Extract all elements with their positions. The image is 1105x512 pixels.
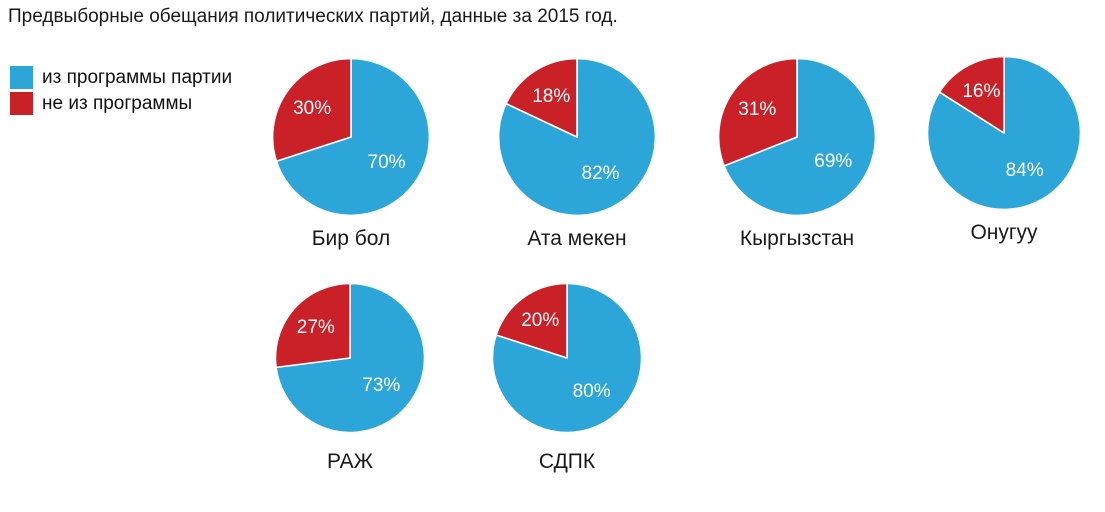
legend-item-program: из программы партии — [10, 66, 232, 89]
pie-title: Кыргызстан — [739, 227, 855, 250]
legend-swatch-program-icon — [10, 66, 33, 89]
pie-chart-1: 70% 30% Бир бол — [271, 57, 431, 251]
pie-value-not-program: 18% — [532, 85, 571, 107]
pie-chart-6: 80% 20% СДПК — [491, 282, 643, 474]
pie-value-program: 73% — [362, 374, 401, 396]
legend-label-not-program: не из программы — [42, 92, 193, 114]
chart-title: Предвыборные обещания политических парти… — [8, 6, 618, 27]
pie-title: СДПК — [538, 450, 596, 473]
pie: 82% 18% — [497, 57, 657, 217]
pie-value-not-program: 20% — [521, 310, 560, 332]
pie-chart-2: 82% 18% Ата мекен — [497, 57, 657, 251]
pie-value-not-program: 31% — [738, 98, 777, 120]
pie-slice-not-program — [938, 55, 1005, 134]
pie: 73% 27% — [274, 282, 426, 434]
pie-title: Бир бол — [311, 227, 391, 250]
pie-value-program: 84% — [1005, 159, 1044, 181]
pie-title: РАЖ — [327, 450, 373, 473]
pie-value-not-program: 27% — [296, 316, 335, 338]
legend-label-program: из программы партии — [42, 66, 233, 88]
pie-value-program: 70% — [367, 151, 406, 173]
pie-slice-program — [926, 55, 1082, 211]
pie-value-not-program: 30% — [293, 97, 332, 119]
pie: 84% 16% — [926, 55, 1082, 211]
pie-slice-program — [275, 57, 431, 217]
pie-value-program: 80% — [572, 380, 611, 402]
pie-slice-not-program — [717, 57, 798, 167]
pie-slice-not-program — [271, 57, 352, 163]
pie: 69% 31% — [717, 57, 877, 217]
pie-value-program: 82% — [581, 163, 620, 185]
legend: из программы партии не из программы — [10, 66, 232, 115]
pie-slice-not-program — [505, 57, 578, 138]
pie-slice-not-program — [495, 282, 568, 359]
pie-slice-not-program — [274, 282, 351, 369]
pie-chart-4: 84% 16% Онугуу — [926, 55, 1082, 245]
pie: 80% 20% — [491, 282, 643, 434]
pie-chart-3: 69% 31% Кыргызстан — [717, 57, 877, 251]
legend-swatch-not-program-icon — [10, 92, 33, 115]
pie-value-not-program: 16% — [962, 80, 1001, 102]
pie-slice-program — [723, 57, 877, 217]
pie-value-program: 69% — [814, 150, 853, 172]
pie-chart-5: 73% 27% РАЖ — [274, 282, 426, 474]
legend-item-not-program: не из программы — [10, 92, 232, 115]
pie-title: Онугуу — [970, 221, 1038, 244]
pie: 70% 30% — [271, 57, 431, 217]
pie-title: Ата мекен — [527, 227, 627, 250]
